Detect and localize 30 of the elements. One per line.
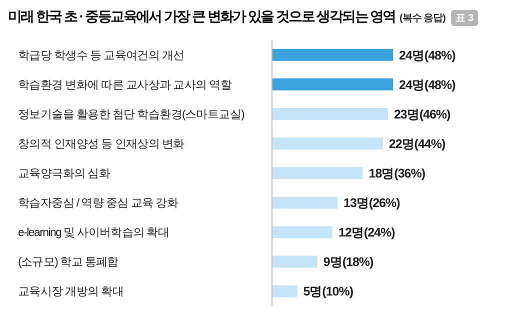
y-tick-label: (소규모) 학교 통폐합 xyxy=(18,256,120,269)
data-label: 13명(26%) xyxy=(344,196,400,210)
chart-title: 미래 한국 초 · 중등교육에서 가장 큰 변화가 있을 것으로 생각되는 영역 xyxy=(8,8,396,26)
bar xyxy=(272,78,393,90)
bar xyxy=(272,285,298,298)
data-label: 18명(36%) xyxy=(368,166,426,181)
data-label: 5명(10%) xyxy=(303,284,354,299)
y-tick-label: 창의적 인재양성 등 인재상의 변화 xyxy=(18,138,186,150)
data-label: 24명(48%) xyxy=(399,78,456,92)
bar xyxy=(272,108,388,120)
bar xyxy=(272,256,318,268)
y-tick-label: 학습자중심 / 역량 중심 교육 강화 xyxy=(18,198,179,210)
y-tick-label: e-learning 및 사이버학습의 확대 xyxy=(18,227,170,240)
data-label: 24명(48%) xyxy=(399,48,456,62)
bar xyxy=(272,196,338,209)
bar xyxy=(272,48,393,61)
data-label: 12명(24%) xyxy=(338,226,396,240)
bar xyxy=(272,138,383,150)
data-label: 23명(46%) xyxy=(394,107,451,122)
y-tick-label: 교육양극화의 심화 xyxy=(18,168,111,180)
bar xyxy=(272,167,363,180)
y-tick-label: 정보기술을 활용한 첨단 학습환경(스마트교실) xyxy=(18,108,246,121)
text: (복수 응답) xyxy=(399,12,446,25)
text: 표 3 xyxy=(451,10,478,26)
y-tick-label: 학습환경 변화에 따른 교사상과 교사의 역할 xyxy=(18,79,232,92)
y-tick-label: 교육시장 개방의 확대 xyxy=(18,286,124,298)
y-tick-label: 학급당 학생수 등 교육여건의 개선 xyxy=(18,50,184,62)
data-label: 9명(18%) xyxy=(323,255,374,270)
bar xyxy=(272,226,332,238)
data-label: 22명(44%) xyxy=(388,136,446,151)
